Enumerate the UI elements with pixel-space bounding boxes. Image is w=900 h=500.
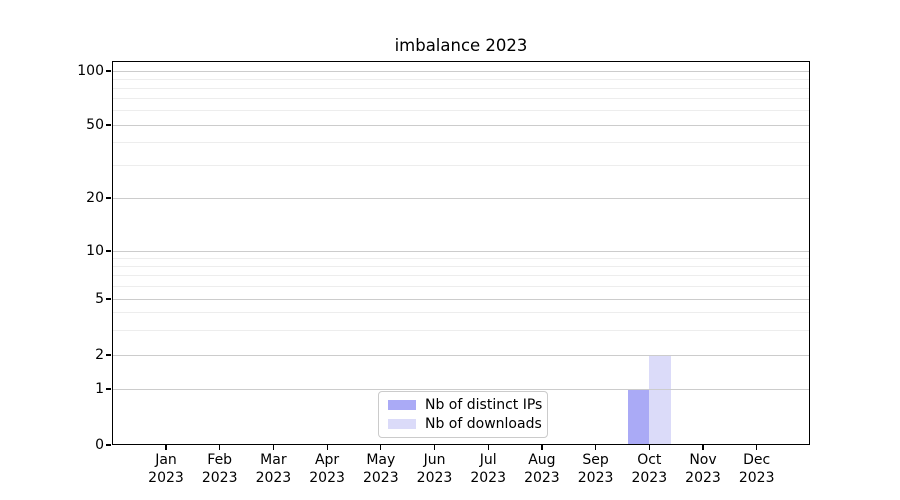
x-tick-year: 2023 (201, 469, 238, 486)
y-tick-label: 2 (95, 347, 104, 363)
y-tick-mark (106, 298, 111, 300)
x-tick-month: Dec (743, 452, 771, 468)
x-tick-label: Feb 2023 (184, 452, 256, 487)
x-tick-mark (165, 445, 167, 450)
y-tick-label: 50 (86, 117, 104, 133)
chart-title: imbalance 2023 (394, 36, 528, 55)
y-gridline-minor (112, 257, 810, 259)
x-tick-month: Oct (637, 452, 662, 468)
y-gridline-minor (112, 329, 810, 331)
x-tick-label: Aug 2023 (506, 452, 578, 487)
x-tick-mark (595, 445, 597, 450)
y-gridline-minor (112, 275, 810, 277)
y-gridline-minor (112, 165, 810, 167)
y-gridline-major (112, 354, 810, 356)
x-tick-year: 2023 (362, 469, 399, 486)
y-tick-mark (106, 354, 111, 356)
y-tick-label: 10 (86, 243, 104, 259)
y-tick-label: 20 (86, 190, 104, 206)
y-tick-label: 1 (95, 381, 104, 397)
x-tick-label: Sep 2023 (560, 452, 632, 487)
y-gridline-minor (112, 87, 810, 89)
x-tick-mark (272, 445, 275, 450)
x-tick-label: Jan 2023 (130, 452, 202, 487)
y-tick-mark (106, 70, 111, 72)
plot-area: Nb of distinct IPs Nb of downloads (112, 61, 810, 445)
x-tick-month: Apr (314, 452, 340, 468)
x-tick-label: Jun 2023 (399, 452, 471, 487)
x-tick-year: 2023 (309, 469, 345, 486)
x-tick-year: 2023 (524, 469, 560, 486)
x-tick-mark (380, 445, 382, 450)
y-tick-mark (106, 444, 111, 446)
x-tick-mark (702, 445, 704, 450)
x-tick-label: Apr 2023 (291, 452, 363, 487)
y-gridline-major (112, 388, 810, 390)
legend-label-distinct-ips: Nb of distinct IPs (425, 397, 543, 413)
x-tick-mark (756, 445, 758, 450)
x-tick-mark (219, 445, 221, 450)
legend-label-downloads: Nb of downloads (425, 416, 542, 432)
axes-spines (112, 61, 810, 445)
y-gridline-major (112, 298, 810, 300)
legend-entry-distinct-ips: Nb of distinct IPs (388, 397, 543, 413)
y-gridline-major (112, 197, 810, 199)
legend: Nb of distinct IPs Nb of downloads (378, 391, 548, 438)
y-gridline-minor (112, 285, 810, 287)
y-gridline-minor (112, 98, 810, 100)
x-tick-year: 2023 (738, 469, 775, 486)
x-tick-month: Jun (423, 452, 446, 468)
x-tick-label: Mar 2023 (237, 452, 309, 487)
x-tick-year: 2023 (577, 469, 614, 486)
y-gridline-minor (112, 110, 810, 112)
y-tick-mark (106, 388, 111, 390)
y-gridline-minor (112, 312, 810, 314)
bar-distinct-ips (627, 389, 650, 445)
y-tick-label: 100 (77, 63, 104, 79)
x-tick-month: Jul (479, 452, 497, 468)
y-gridline-major (112, 124, 810, 126)
x-tick-mark (326, 445, 328, 450)
x-tick-mark (487, 445, 489, 450)
y-tick-label: 0 (95, 437, 104, 453)
y-tick-label: 5 (95, 291, 104, 307)
legend-swatch-downloads (388, 418, 416, 430)
y-gridline-minor (112, 78, 810, 80)
y-gridline-major (112, 70, 810, 72)
y-tick-mark (106, 250, 111, 252)
legend-swatch-distinct-ips (388, 399, 416, 411)
x-tick-label: Jul 2023 (452, 452, 524, 487)
x-tick-month: Sep (582, 452, 609, 468)
x-tick-label: May 2023 (345, 452, 417, 487)
x-tick-year: 2023 (685, 469, 721, 486)
x-tick-year: 2023 (255, 469, 292, 486)
y-gridline-major (112, 250, 810, 252)
x-tick-mark (541, 445, 543, 450)
y-tick-mark (106, 197, 111, 199)
legend-entry-downloads: Nb of downloads (388, 416, 542, 432)
x-tick-year: 2023 (470, 469, 506, 486)
x-tick-label: Oct 2023 (613, 452, 685, 487)
x-tick-month: Aug (528, 452, 556, 468)
bar-downloads (649, 355, 671, 445)
x-tick-month: Jan (155, 452, 177, 468)
y-gridline-minor (112, 142, 810, 144)
x-tick-year: 2023 (148, 469, 184, 486)
y-tick-mark (106, 124, 111, 126)
x-tick-year: 2023 (631, 469, 668, 486)
x-tick-month: Feb (207, 452, 233, 468)
x-tick-month: May (366, 452, 396, 468)
x-tick-mark (433, 445, 436, 450)
x-tick-month: Mar (260, 452, 287, 468)
y-gridline-minor (112, 265, 810, 267)
x-tick-mark (648, 445, 650, 450)
x-tick-month: Nov (689, 452, 717, 468)
x-tick-year: 2023 (416, 469, 453, 486)
x-tick-label: Dec 2023 (721, 452, 793, 487)
x-tick-label: Nov 2023 (667, 452, 739, 487)
